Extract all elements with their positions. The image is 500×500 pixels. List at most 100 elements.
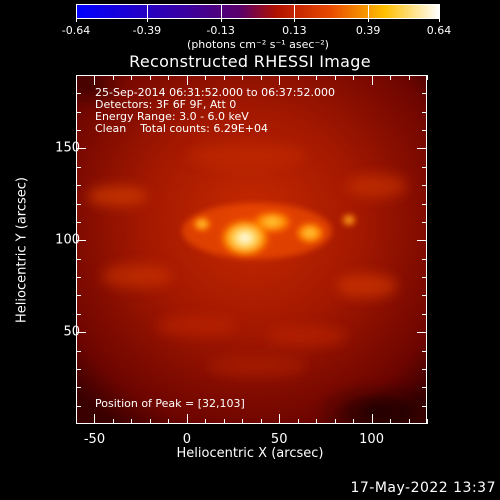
y-minor-tick (76, 405, 81, 407)
x-minor-tick (260, 419, 262, 424)
x-minor-tick-top (353, 75, 355, 80)
x-major-tick-top (371, 75, 373, 85)
y-minor-tick (76, 185, 81, 187)
x-minor-tick (149, 419, 151, 424)
x-minor-tick-top (408, 75, 410, 80)
colorbar-tick-label: 0.13 (282, 24, 307, 37)
y-major-tick (76, 148, 86, 150)
clean-total-counts-info: Clean Total counts: 6.29E+04 (95, 122, 269, 135)
peak-position-info: Position of Peak = [32,103] (95, 397, 245, 410)
x-major-tick-top (279, 75, 281, 85)
y-tick-label: 50 (63, 324, 80, 340)
x-minor-tick-top (260, 75, 262, 80)
render-timestamp: 17-May-2022 13:37 (350, 480, 496, 496)
x-minor-tick (316, 419, 318, 424)
y-minor-tick-right (422, 203, 427, 205)
colorbar-tick-label: 0.39 (355, 24, 381, 37)
x-minor-tick-top (316, 75, 318, 80)
x-minor-tick (205, 419, 207, 424)
x-minor-tick (168, 419, 170, 424)
y-minor-tick (76, 130, 81, 132)
y-minor-tick (76, 93, 81, 95)
observation-time-range: 25-Sep-2014 06:31:52.000 to 06:37:52.000 (95, 86, 335, 99)
y-minor-tick (76, 277, 81, 279)
x-axis-label: Heliocentric X (arcsec) (176, 446, 324, 461)
y-minor-tick (76, 295, 81, 297)
y-major-tick-right (417, 148, 427, 150)
colorbar-tick (146, 4, 148, 22)
y-minor-tick-right (422, 93, 427, 95)
x-minor-tick (334, 419, 336, 424)
x-minor-tick-top (112, 75, 114, 80)
x-minor-tick-top (131, 75, 133, 80)
x-major-tick (371, 414, 373, 424)
y-minor-tick (76, 221, 81, 223)
y-minor-tick-right (422, 350, 427, 352)
heatmap-svg (77, 76, 426, 423)
x-minor-tick (297, 419, 299, 424)
y-minor-tick-right (422, 277, 427, 279)
colorbar-tick (220, 4, 222, 22)
y-minor-tick-right (422, 166, 427, 168)
y-minor-tick (76, 203, 81, 205)
colorbar-tick-label: -0.39 (132, 24, 162, 37)
x-minor-tick (131, 419, 133, 424)
colorbar-tick (294, 4, 296, 22)
x-minor-tick-top (427, 75, 428, 80)
y-minor-tick-right (422, 221, 427, 223)
y-minor-tick-right (422, 258, 427, 260)
chart-title: Reconstructed RHESSI Image (129, 52, 371, 71)
x-major-tick-top (186, 75, 188, 85)
y-tick-label: 100 (55, 232, 80, 248)
x-minor-tick-top (297, 75, 299, 80)
x-major-tick (279, 414, 281, 424)
x-minor-tick (112, 419, 114, 424)
y-minor-tick-right (422, 368, 427, 370)
colorbar-tick (439, 4, 440, 22)
y-axis-label: Heliocentric Y (arcsec) (14, 177, 30, 323)
x-minor-tick (427, 419, 428, 424)
x-major-tick-top (94, 75, 96, 85)
x-minor-tick (408, 419, 410, 424)
colorbar-tick-label: -0.64 (61, 24, 91, 37)
x-minor-tick (223, 419, 225, 424)
x-minor-tick-top (390, 75, 392, 80)
x-tick-label: 100 (359, 432, 384, 447)
x-minor-tick-top (223, 75, 225, 80)
y-minor-tick-right (422, 185, 427, 187)
y-major-tick (76, 332, 86, 334)
x-minor-tick (353, 419, 355, 424)
energy-range-info: Energy Range: 3.0 - 6.0 keV (95, 110, 249, 123)
y-minor-tick (76, 368, 81, 370)
colorbar (76, 4, 440, 19)
y-minor-tick-right (422, 405, 427, 407)
y-minor-tick (76, 313, 81, 315)
x-major-tick (186, 414, 188, 424)
y-major-tick-right (417, 240, 427, 242)
y-tick-label: 150 (55, 140, 80, 156)
x-minor-tick-top (205, 75, 207, 80)
y-minor-tick (76, 166, 81, 168)
y-minor-tick (76, 258, 81, 260)
y-major-tick (76, 240, 86, 242)
y-minor-tick-right (422, 111, 427, 113)
y-minor-tick-right (422, 313, 427, 315)
y-minor-tick (76, 350, 81, 352)
x-tick-label: 0 (182, 432, 191, 447)
x-minor-tick-top (334, 75, 336, 80)
y-minor-tick-right (422, 130, 427, 132)
x-minor-tick-top (242, 75, 244, 80)
colorbar-tick (368, 4, 370, 22)
colorbar-tick-label: -0.13 (206, 24, 235, 37)
x-minor-tick (390, 419, 392, 424)
x-tick-label: -50 (83, 432, 106, 447)
x-major-tick (94, 414, 96, 424)
colorbar-tick-label: 0.64 (426, 24, 452, 37)
x-minor-tick-top (168, 75, 170, 80)
y-major-tick-right (417, 332, 427, 334)
y-minor-tick (76, 387, 81, 389)
colorbar-units-label: (photons cm⁻² s⁻¹ asec⁻²) (187, 38, 329, 51)
x-minor-tick-top (149, 75, 151, 80)
y-minor-tick (76, 111, 81, 113)
heatmap-image (76, 75, 427, 424)
